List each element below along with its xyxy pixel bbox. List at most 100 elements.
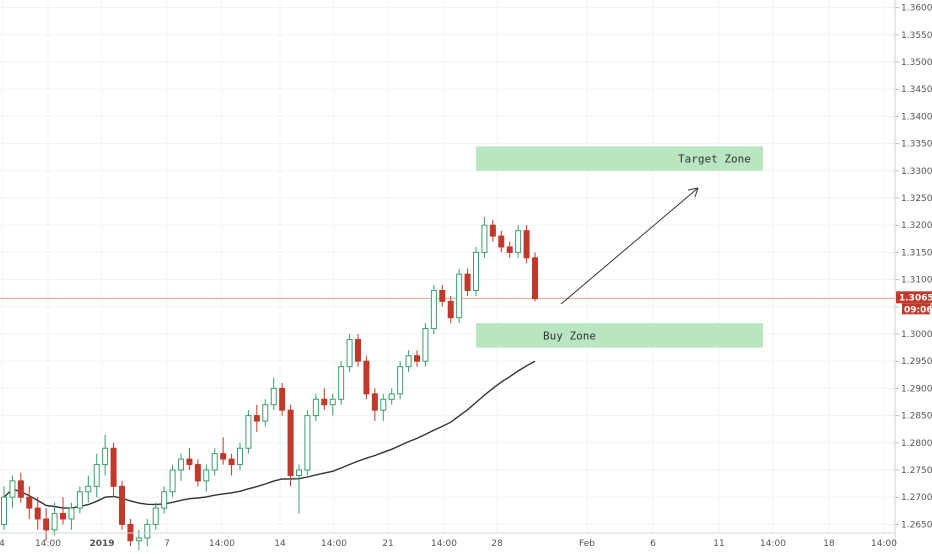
- candle-body: [473, 251, 479, 291]
- candle-body: [161, 491, 168, 509]
- candle: [270, 377, 277, 411]
- x-tick-label: 14: [274, 539, 286, 549]
- candle: [304, 410, 311, 476]
- candle-body: [439, 289, 446, 302]
- candle: [405, 350, 412, 373]
- candle-body: [135, 537, 142, 542]
- candle: [85, 475, 92, 503]
- countdown-badge-box: [902, 303, 930, 315]
- candle-body: [506, 246, 513, 253]
- candle: [1, 486, 7, 530]
- grid-lines: [0, 0, 895, 533]
- candle-body: [405, 355, 412, 368]
- candle-body: [523, 230, 530, 259]
- y-tick-label: 1.36000: [901, 4, 932, 14]
- x-tick-label: 11: [713, 539, 724, 549]
- arrow-shaft[interactable]: [560, 187, 699, 305]
- y-tick-label: 1.31500: [901, 248, 932, 258]
- candles: [1, 217, 538, 552]
- candle-body: [237, 447, 243, 466]
- candle-body: [245, 415, 252, 449]
- buy-zone[interactable]: [476, 323, 763, 348]
- y-tick-label: 1.35500: [901, 31, 932, 41]
- candle-body: [51, 513, 58, 531]
- projection-arrow[interactable]: [560, 187, 699, 305]
- candle: [397, 361, 404, 400]
- candle-body: [380, 398, 387, 411]
- candle: [43, 508, 50, 541]
- candle: [26, 486, 33, 519]
- y-tick-label: 1.33500: [901, 140, 932, 150]
- candle: [253, 404, 260, 432]
- candle-body: [296, 469, 302, 476]
- time-axis[interactable]: 4 14:00 2019 7 14:00 14 14:00 21 14:00 28 Feb 6 11 14…: [0, 539, 897, 549]
- candle: [110, 442, 117, 498]
- candle-body: [414, 355, 420, 362]
- x-tick-label: 14:00: [431, 539, 457, 549]
- candle: [152, 502, 159, 530]
- candle-body: [85, 485, 92, 493]
- candle-body: [211, 453, 218, 471]
- target-zone-label: Target Zone: [678, 153, 751, 166]
- current-price-badge-box: [896, 291, 932, 304]
- candle-body: [76, 491, 83, 509]
- candle-body: [93, 464, 100, 487]
- candle: [237, 442, 243, 470]
- y-tick-label: 1.27500: [901, 466, 932, 476]
- candle: [194, 459, 201, 487]
- candle-body: [60, 513, 66, 520]
- y-tick-label: 1.29000: [901, 384, 932, 394]
- candle: [186, 448, 193, 470]
- y-tick-label: 1.28500: [901, 412, 932, 422]
- candle-body: [262, 404, 269, 422]
- candle: [296, 464, 302, 514]
- x-tick-label: 28: [491, 539, 503, 549]
- candle-body: [203, 469, 210, 482]
- candle: [422, 323, 429, 367]
- x-tick-label: 14:00: [871, 539, 897, 549]
- candle: [220, 437, 227, 465]
- candle: [456, 268, 463, 324]
- x-tick-label: 21: [382, 539, 393, 549]
- candle-body: [102, 447, 109, 466]
- candle: [93, 453, 100, 498]
- y-tick-label: 1.33000: [901, 167, 932, 177]
- candle: [489, 219, 496, 242]
- candle: [371, 388, 378, 422]
- candle-body: [346, 338, 353, 368]
- candle: [228, 453, 235, 476]
- target-zone[interactable]: [476, 146, 763, 171]
- y-tick-label: 1.31000: [901, 276, 932, 286]
- candle: [169, 464, 176, 498]
- candle-body: [1, 496, 7, 525]
- candle: [279, 382, 286, 416]
- candle-body: [397, 366, 404, 395]
- candle-body: [194, 464, 201, 482]
- x-tick-label: 14:00: [209, 539, 235, 549]
- y-tick-label: 1.32000: [901, 221, 932, 231]
- candle: [119, 480, 125, 530]
- candle-body: [279, 387, 286, 411]
- candle: [17, 472, 24, 503]
- candle: [321, 388, 328, 411]
- candle: [76, 486, 83, 514]
- candle-body: [287, 409, 294, 476]
- x-tick-label: 6: [650, 539, 656, 549]
- candle: [9, 475, 16, 509]
- candle-body: [422, 328, 429, 362]
- candle: [34, 497, 41, 530]
- candle-body: [329, 398, 336, 406]
- candle: [447, 295, 454, 324]
- y-tick-label: 1.28000: [901, 439, 932, 449]
- x-tick-label: 7: [164, 539, 170, 549]
- candle: [338, 361, 345, 405]
- x-tick-label: 14:00: [35, 539, 61, 549]
- candle: [414, 350, 420, 367]
- candle: [203, 464, 210, 492]
- candle-body: [253, 415, 260, 422]
- y-tick-label: 1.26500: [901, 520, 932, 530]
- y-tick-label: 1.30000: [901, 330, 932, 340]
- candle-body: [388, 393, 395, 400]
